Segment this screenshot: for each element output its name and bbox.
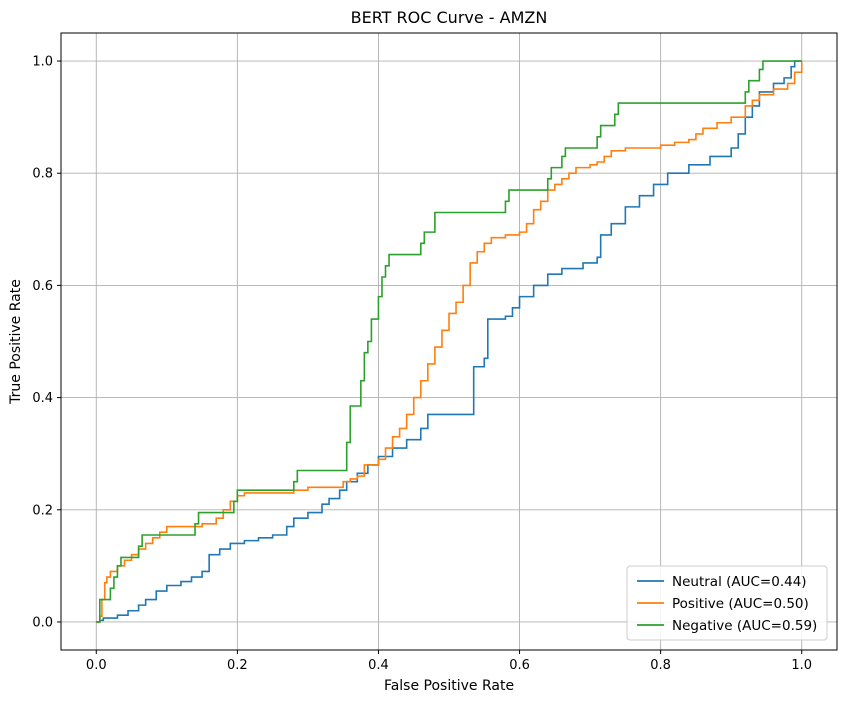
y-tick-label: 0.0	[32, 615, 53, 630]
legend-entry: Negative (AUC=0.59)	[672, 618, 817, 634]
legend-box	[626, 565, 828, 641]
series-line-positive	[96, 61, 803, 623]
x-tick-label: 0.2	[227, 658, 248, 673]
x-tick-label: 0.6	[509, 658, 530, 673]
x-tick-label: 0.4	[368, 658, 389, 673]
y-tick-label: 0.6	[32, 279, 53, 294]
chart-title: BERT ROC Curve - AMZN	[351, 8, 548, 27]
y-tick-label: 0.4	[32, 391, 53, 406]
series-line-neutral	[96, 60, 802, 623]
series-lines	[96, 60, 803, 623]
y-axis-label: True Positive Rate	[8, 279, 24, 405]
grid	[61, 33, 837, 650]
axis-ticks: 0.0 0.2 0.4 0.6 0.8 1.0 0.0 0.2 0.4 0.6 0.8 1.0	[32, 55, 812, 673]
legend-entry: Positive (AUC=0.50)	[672, 596, 809, 612]
x-tick-label: 0.8	[650, 658, 671, 673]
x-tick-label: 0.0	[86, 658, 107, 673]
y-tick-label: 0.2	[32, 503, 53, 518]
y-tick-label: 1.0	[32, 55, 53, 70]
plot-frame	[60, 32, 838, 651]
x-tick-label: 1.0	[791, 658, 812, 673]
series-line-negative	[96, 60, 802, 623]
x-axis-label: False Positive Rate	[384, 678, 514, 694]
legend: Neutral (AUC=0.44) Positive (AUC=0.50) Neg…	[626, 565, 828, 641]
y-tick-label: 0.8	[32, 167, 53, 182]
legend-entry: Neutral (AUC=0.44)	[672, 574, 807, 590]
